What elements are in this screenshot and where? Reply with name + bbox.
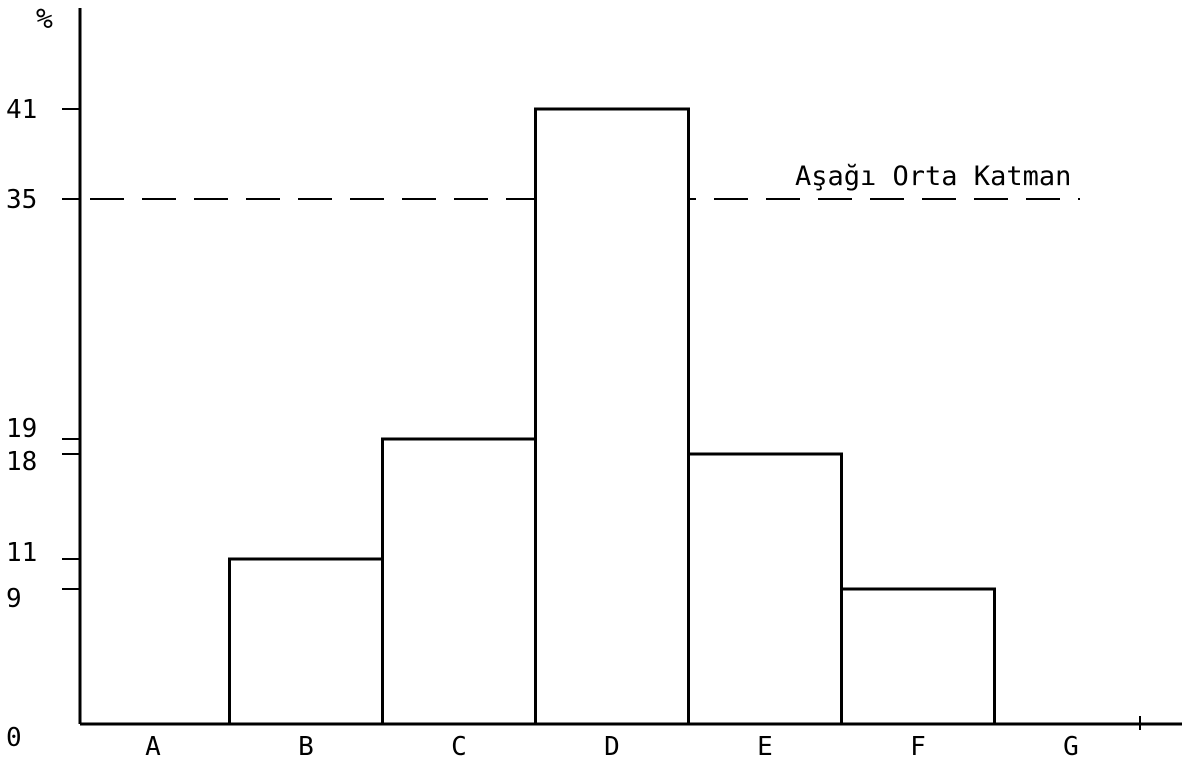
y-tick-label: 11: [6, 538, 37, 568]
x-category-label: G: [1063, 732, 1079, 762]
y-tick-label: 19: [6, 414, 37, 444]
x-category-label: C: [451, 732, 467, 762]
x-category-label: D: [604, 732, 620, 762]
bar-d: [534, 107, 690, 726]
x-category-label: A: [145, 732, 161, 762]
y-unit-label: %: [36, 2, 53, 35]
x-category-label: F: [910, 732, 926, 762]
axes: [78, 8, 1182, 730]
y-tick-label: 18: [6, 447, 37, 477]
bar-e: [687, 452, 843, 726]
bar-b: [228, 557, 384, 726]
y-tick-label: 9: [6, 584, 22, 614]
bar-f: [840, 587, 996, 726]
x-category-label: B: [298, 732, 314, 762]
y-tick-label: 41: [6, 95, 37, 125]
y-tick-label: 35: [6, 185, 37, 215]
x-category-label: E: [757, 732, 773, 762]
bars: [228, 107, 996, 726]
x-category-labels: A B C D E F G: [145, 732, 1079, 762]
y-tick-label: 0: [6, 723, 22, 753]
bar-c: [381, 437, 537, 726]
reference-line-label: Aşağı Orta Katman: [795, 161, 1071, 192]
